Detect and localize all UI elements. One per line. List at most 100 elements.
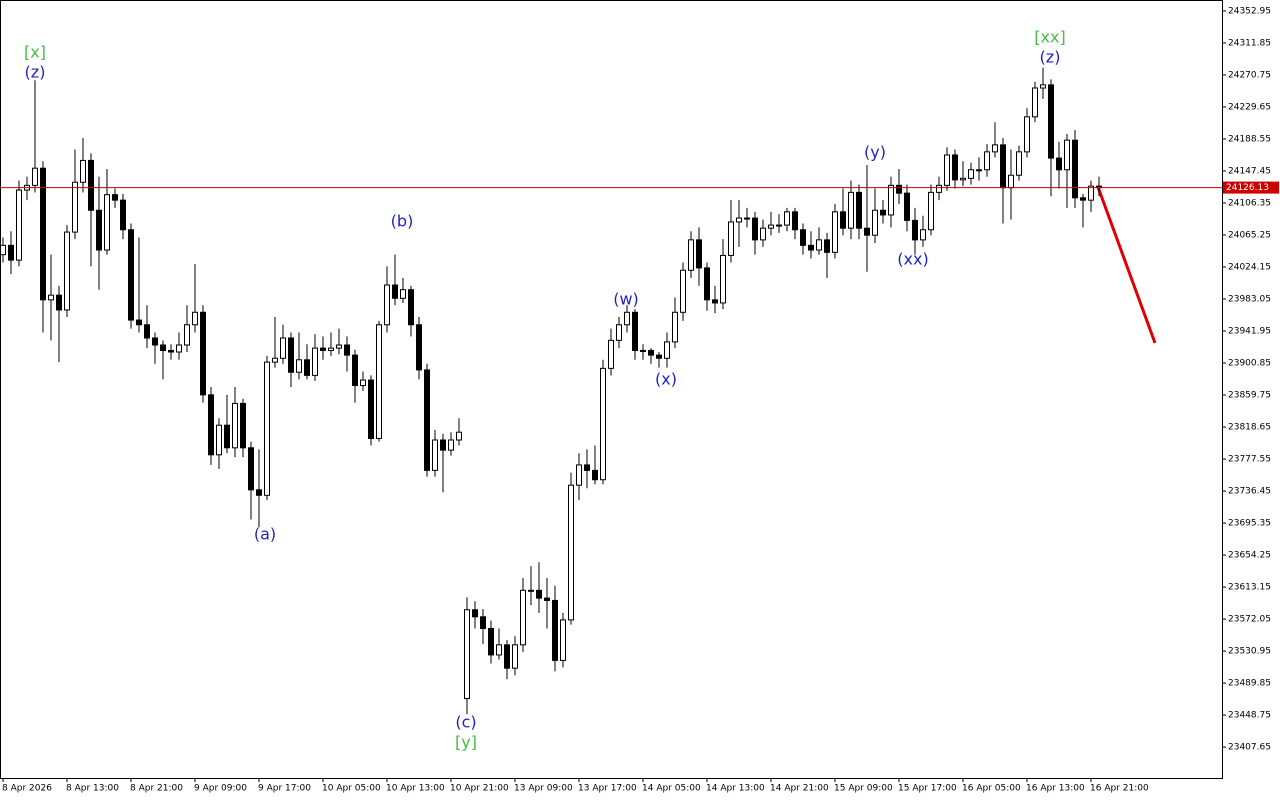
y-tick-label: 23736.45 — [1228, 487, 1271, 497]
candle-body — [872, 209, 878, 236]
candle-body — [880, 209, 886, 216]
candle-body — [552, 599, 558, 661]
candle-body — [176, 344, 182, 353]
wave-label: (a) — [254, 525, 276, 544]
candle-body — [32, 167, 38, 186]
candle-body — [856, 191, 862, 229]
candle-body — [640, 349, 646, 352]
candle-body — [320, 347, 326, 351]
candle-body — [120, 199, 126, 231]
candle-body — [912, 219, 918, 241]
candle-body — [208, 394, 214, 456]
candle-body — [816, 239, 822, 251]
current-price-label: 24126.13 — [1226, 183, 1269, 193]
candle-body — [672, 311, 678, 343]
candle-body — [568, 484, 574, 621]
candle-body — [736, 217, 742, 223]
y-tick-label: 23777.55 — [1228, 455, 1271, 465]
candle-body — [944, 154, 950, 186]
candle-body — [744, 217, 750, 220]
candle-body — [752, 217, 758, 241]
candle-body — [984, 151, 990, 171]
candle-body — [232, 402, 238, 449]
candle-body — [928, 191, 934, 231]
candle-body — [512, 644, 518, 669]
candle-body — [480, 616, 486, 629]
candle-body — [680, 269, 686, 313]
candle-body — [976, 169, 982, 172]
x-tick-label: 16 Apr 05:00 — [962, 784, 1021, 794]
candle-body — [448, 439, 454, 451]
candle-body — [592, 469, 598, 481]
y-tick-label: 24352.95 — [1228, 6, 1271, 16]
candle-body — [288, 337, 294, 373]
candle-body — [432, 439, 438, 471]
candle-body — [424, 369, 430, 471]
wave-label: (b) — [391, 212, 414, 231]
candle-body — [360, 379, 366, 386]
candle-body — [776, 224, 782, 227]
wave-label: [x] — [24, 43, 46, 62]
candle-body — [64, 231, 70, 311]
y-tick-label: 23941.95 — [1228, 327, 1271, 337]
candle-body — [352, 354, 358, 386]
candle-body — [712, 299, 718, 304]
current-price-box — [1223, 181, 1279, 194]
wave-label: [y] — [455, 733, 477, 752]
candle-body — [440, 439, 446, 451]
candle-body — [248, 447, 254, 491]
x-tick-label: 9 Apr 09:00 — [194, 784, 247, 794]
wave-label: (c) — [455, 713, 476, 732]
candle-body — [728, 221, 734, 256]
candle-body — [1016, 151, 1022, 176]
candle-body — [768, 224, 774, 229]
candle-body — [1024, 116, 1030, 153]
candle-body — [296, 359, 302, 373]
candle-body — [952, 154, 958, 181]
candle-body — [240, 402, 246, 449]
candle-body — [488, 627, 494, 656]
candle-body — [168, 349, 174, 353]
candle-body — [80, 159, 86, 183]
wave-label: (y) — [864, 143, 886, 162]
candle-body — [848, 191, 854, 229]
candle-body — [264, 361, 270, 496]
x-tick-label: 13 Apr 17:00 — [578, 784, 637, 794]
candle-body — [1080, 197, 1086, 201]
candle-body — [656, 354, 662, 359]
candle-body — [128, 229, 134, 321]
x-tick-label: 10 Apr 13:00 — [386, 784, 445, 794]
plot-frame — [0, 0, 1223, 779]
candle-body — [664, 341, 670, 359]
candle-body — [784, 211, 790, 226]
candle-body — [888, 184, 894, 216]
y-tick-label: 23572.05 — [1228, 615, 1271, 625]
candle-body — [616, 324, 622, 341]
candle-body — [832, 211, 838, 253]
candle-body — [336, 344, 342, 349]
candle-body — [400, 289, 406, 299]
candle-body — [576, 464, 582, 486]
candle-body — [1048, 84, 1054, 159]
wave-label: [xx] — [1034, 28, 1065, 47]
candle-body — [520, 589, 526, 646]
candle-body — [48, 294, 54, 301]
candle-body — [192, 311, 198, 326]
candle-body — [1000, 144, 1006, 189]
candle-body — [1056, 157, 1062, 171]
wave-label: (x) — [655, 370, 677, 389]
candle-body — [1032, 87, 1038, 118]
candle-body — [1072, 139, 1078, 199]
candle-body — [200, 311, 206, 396]
candle-body — [16, 189, 22, 261]
y-tick-label: 24024.15 — [1228, 263, 1271, 273]
candle-body — [864, 227, 870, 236]
x-tick-label: 16 Apr 13:00 — [1026, 784, 1085, 794]
x-tick-label: 8 Apr 21:00 — [130, 784, 183, 794]
candle-body — [160, 344, 166, 351]
y-tick-label: 23859.75 — [1228, 391, 1271, 401]
y-tick-label: 23530.95 — [1228, 647, 1271, 657]
candle-body — [720, 254, 726, 304]
candle-body — [1008, 174, 1014, 189]
